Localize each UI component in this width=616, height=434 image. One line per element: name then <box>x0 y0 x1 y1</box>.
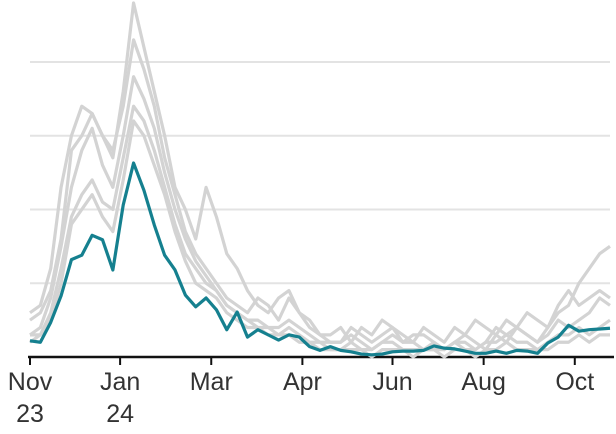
x-tick-label: Jun <box>372 368 413 396</box>
series-line <box>29 38 611 344</box>
series-line <box>29 1 611 352</box>
x-tick-label: Mar <box>189 368 233 396</box>
x-tick-label: Oct <box>555 368 595 396</box>
series-line <box>29 104 611 352</box>
x-tick-label: Aug <box>461 368 506 396</box>
series-line <box>29 161 611 357</box>
x-tick-label: Apr <box>282 368 322 396</box>
x-tick-label: Jan 24 <box>99 368 141 428</box>
x-tick-label: Nov 23 <box>7 368 53 428</box>
